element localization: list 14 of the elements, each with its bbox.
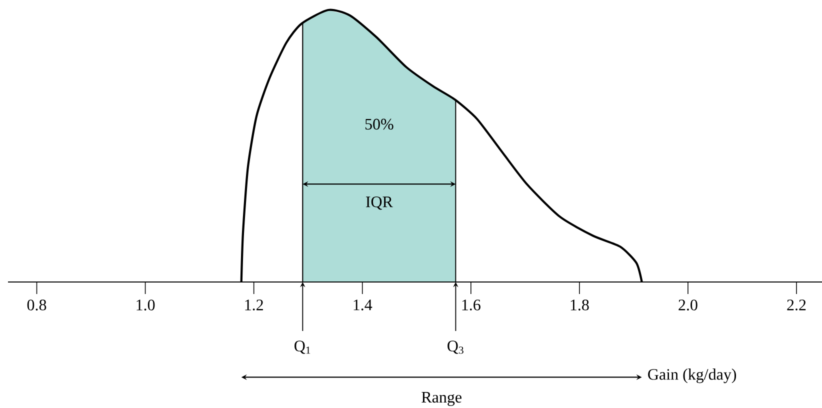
x-tick-label: 1.2 [245,300,263,310]
band-label: IQR [366,196,393,210]
x-axis-title: Gain (kg/day) [648,368,736,384]
x-tick-label: 2.2 [787,300,806,310]
x-tick-label: 1.0 [136,300,155,310]
x-tick-label: 2.0 [678,300,698,310]
x-tick-label: 1.6 [462,300,480,310]
annotation: 50% [365,118,394,130]
annotation: Q$_{1}$ [294,340,310,354]
text: Range [422,392,462,406]
x-tick-label: 1.8 [570,300,589,310]
annotation: Q$_{3}$ [448,340,464,354]
x-tick-label: 1.4 [354,300,372,310]
x-tick-label: 0.8 [27,300,46,310]
